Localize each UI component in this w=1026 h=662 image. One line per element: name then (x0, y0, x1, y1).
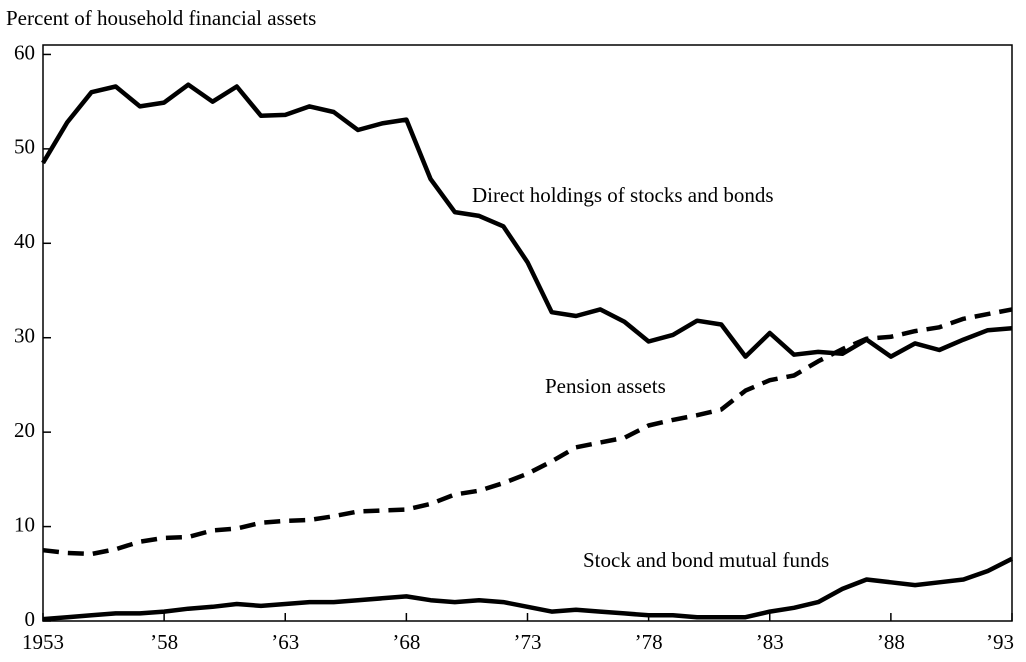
series-line (41, 82, 1013, 359)
series-line (42, 307, 1013, 557)
y-tick-label: 10 (14, 512, 35, 536)
plot-frame (42, 44, 1013, 622)
y-tick-label: 60 (14, 40, 35, 64)
x-tick-label: 1953 (22, 630, 64, 654)
x-tick-label: ’68 (392, 630, 420, 654)
y-tick-label: 0 (25, 607, 36, 631)
series-line (42, 556, 1014, 622)
y-tick-label: 50 (14, 135, 35, 159)
y-tick-label: 40 (14, 229, 35, 253)
series-label: Pension assets (545, 374, 666, 398)
series-label: Stock and bond mutual funds (583, 548, 829, 572)
series-label: Direct holdings of stocks and bonds (472, 183, 774, 207)
y-tick-label: 30 (14, 324, 35, 348)
x-tick-label: ’63 (271, 630, 299, 654)
x-tick-label: ’93 (986, 630, 1014, 654)
x-tick-label: ’83 (756, 630, 784, 654)
x-tick-label: ’58 (150, 630, 178, 654)
x-tick-label: ’73 (514, 630, 542, 654)
y-axis-label: Percent of household financial assets (6, 6, 316, 30)
y-tick-label: 20 (14, 418, 35, 442)
x-tick-label: ’78 (635, 630, 663, 654)
x-tick-label: ’88 (877, 630, 905, 654)
